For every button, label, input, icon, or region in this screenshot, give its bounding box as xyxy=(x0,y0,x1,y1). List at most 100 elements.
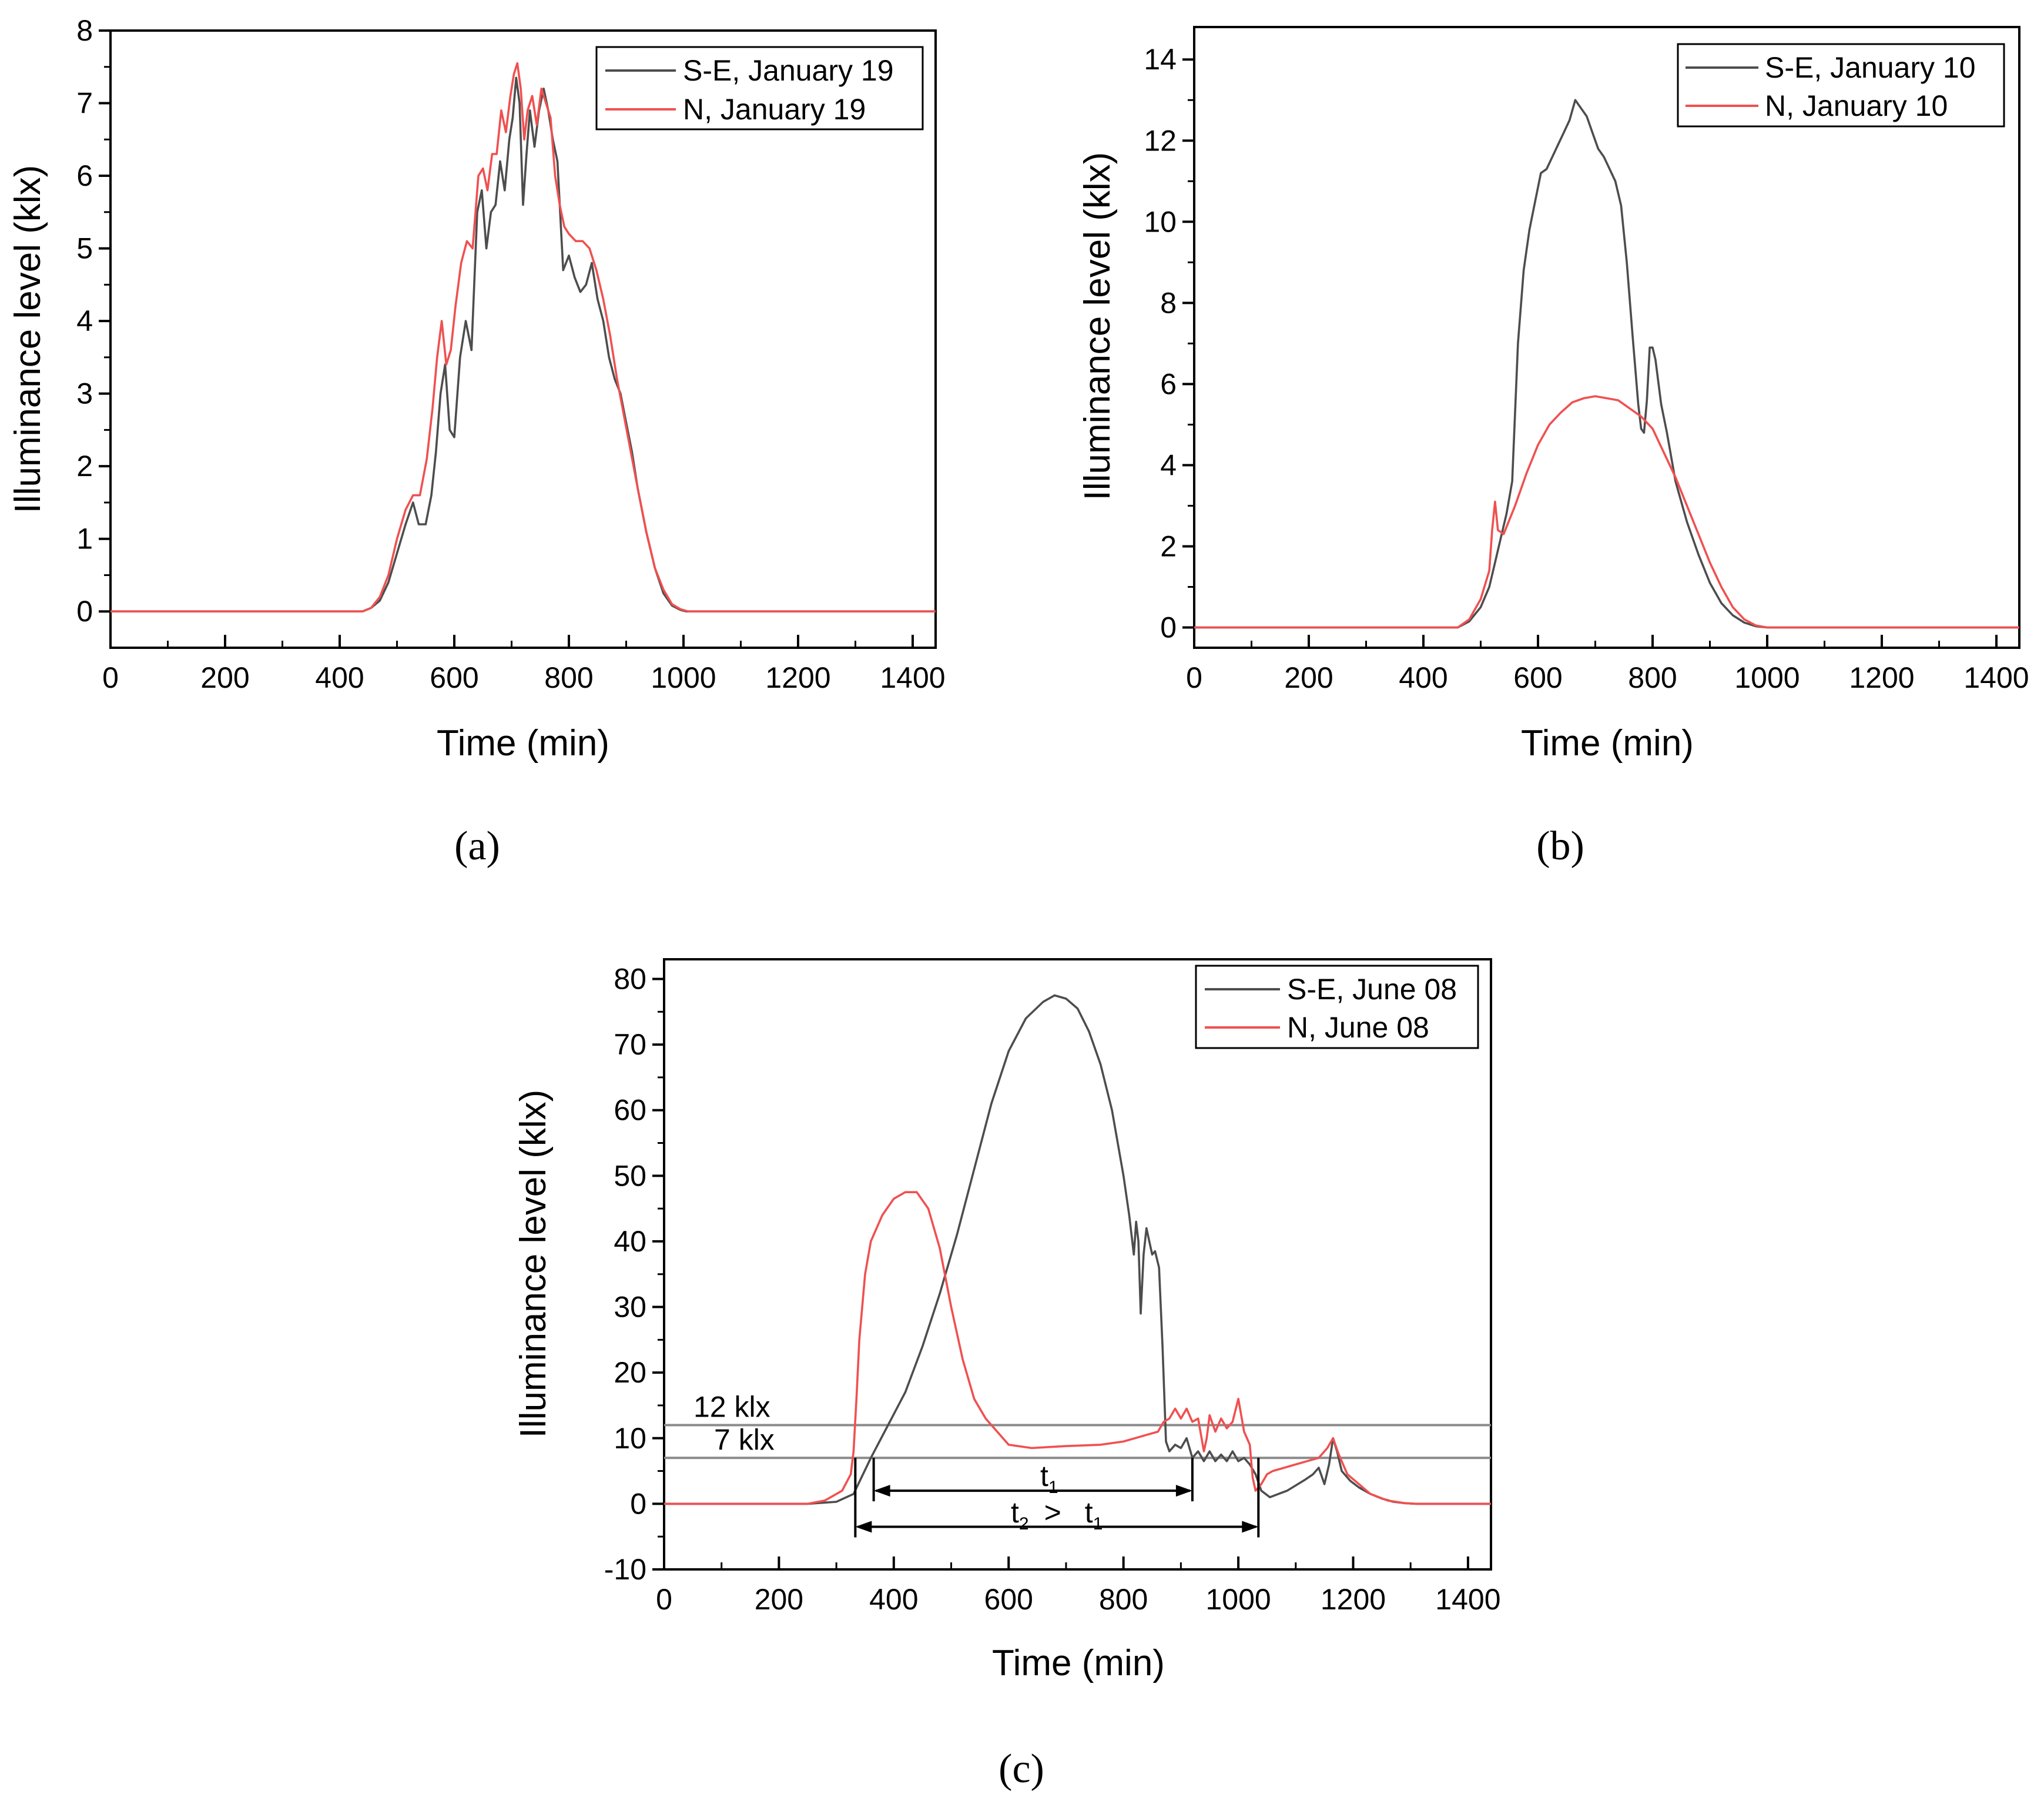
panel-b-plot-frame xyxy=(1193,26,2020,649)
panel-a-y-tick-label: 5 xyxy=(76,232,93,265)
panel-a-y-tick-label: 3 xyxy=(76,377,93,410)
panel-c-caption: (c) xyxy=(998,1746,1044,1792)
panel-a-x-tick-label: 1200 xyxy=(765,661,830,694)
panel-b-caption: (b) xyxy=(1536,823,1584,869)
panel-a-ticks: 0 200 400 600 800 1000 1200 1400 0 1 2 3 4 5 6 7 8 xyxy=(76,14,945,694)
panel-c-legend: S-E, June 08 N, June 08 xyxy=(1195,965,1479,1049)
panel-c-y-tick-label: -10 xyxy=(604,1553,646,1586)
panel-c-y-tick-label: 70 xyxy=(614,1028,646,1061)
panel-b: 0 200 400 600 800 1000 1200 1400 0 2 4 6 8 10 12 14 Ill… xyxy=(1077,26,2029,869)
panel-a-y-tick-label: 0 xyxy=(76,595,93,628)
panel-c-x-tick-label: 800 xyxy=(1099,1583,1148,1616)
t2-gt-sign: > xyxy=(1044,1496,1061,1529)
panel-a-plot-frame xyxy=(109,29,937,649)
panel-c-legend-label-se: S-E, June 08 xyxy=(1287,973,1457,1006)
panel-c-x-tick-label: 1400 xyxy=(1435,1583,1500,1616)
panel-c-y-tick-label: 0 xyxy=(630,1487,646,1520)
panel-a-series-n xyxy=(110,62,936,612)
panel-b-series-se xyxy=(1194,99,2019,629)
panel-c-x-tick-label: 0 xyxy=(656,1583,672,1616)
panel-b-legend-box xyxy=(1677,43,2005,128)
panel-c-y-tick-label: 20 xyxy=(614,1356,646,1389)
panel-b-x-tick-label: 600 xyxy=(1513,661,1562,694)
panel-b-y-tick-label: 12 xyxy=(1144,124,1177,157)
interval-t1-arrowhead-left xyxy=(873,1485,890,1497)
panel-b-x-tick-label: 800 xyxy=(1628,661,1677,694)
panel-a: 0 200 400 600 800 1000 1200 1400 0 1 2 3 4 5 6 7 8 Illum… xyxy=(8,14,946,869)
panel-c-y-tick-label: 10 xyxy=(614,1422,646,1455)
panel-c-y-tick-label: 80 xyxy=(614,962,646,995)
panel-a-x-axis-label: Time (min) xyxy=(437,723,609,764)
panel-c-ticks: 0 200 400 600 800 1000 1200 1400 -10 0 10 20 30 40 50 6… xyxy=(604,962,1501,1616)
panel-a-y-tick-label: 4 xyxy=(76,304,93,337)
panel-c-series-n xyxy=(664,1191,1491,1505)
panel-a-y-axis-label: Illuminance level (klx) xyxy=(8,165,48,514)
panel-c-intervals xyxy=(854,1458,1260,1538)
panel-c-x-axis-label: Time (min) xyxy=(992,1643,1165,1683)
panel-c-series xyxy=(664,994,1491,1505)
interval-t2-arrowhead-left xyxy=(855,1521,872,1533)
t2-rhs-letter: t xyxy=(1085,1496,1093,1529)
panel-a-caption: (a) xyxy=(454,823,500,869)
panel-a-y-tick-label: 1 xyxy=(76,523,93,555)
panel-b-x-tick-label: 1200 xyxy=(1849,661,1914,694)
panel-b-series-n xyxy=(1194,395,2019,629)
panel-a-legend-label-se: S-E, January 19 xyxy=(683,54,894,87)
panel-c-legend-box xyxy=(1195,965,1479,1049)
panel-b-y-tick-label: 14 xyxy=(1144,43,1177,76)
panel-b-series xyxy=(1194,99,2019,629)
panel-b-y-tick-label: 0 xyxy=(1160,611,1177,644)
panel-a-y-tick-label: 6 xyxy=(76,159,93,192)
t1-subscript: 1 xyxy=(1048,1478,1058,1497)
panel-b-y-tick-label: 4 xyxy=(1160,448,1177,481)
t1-label: t1 xyxy=(1040,1459,1058,1497)
panel-b-legend-label-se: S-E, January 10 xyxy=(1765,51,1976,84)
panel-a-legend: S-E, January 19 N, January 19 xyxy=(595,46,924,130)
panel-a-y-tick-label: 2 xyxy=(76,450,93,483)
panel-c-legend-label-n: N, June 08 xyxy=(1287,1011,1429,1044)
interval-t1-arrowhead-right xyxy=(1175,1485,1192,1497)
panel-b-y-tick-label: 6 xyxy=(1160,367,1177,400)
panel-b-x-tick-label: 0 xyxy=(1186,661,1202,694)
panel-a-x-tick-label: 600 xyxy=(430,661,478,694)
panel-c-series-se xyxy=(664,994,1491,1505)
panel-c-y-tick-label: 60 xyxy=(614,1094,646,1127)
panel-c-x-tick-label: 1200 xyxy=(1321,1583,1386,1616)
t1-letter: t xyxy=(1040,1459,1048,1492)
panel-b-y-tick-label: 2 xyxy=(1160,530,1177,563)
panel-a-legend-box xyxy=(595,46,924,130)
panel-c-plot-frame xyxy=(663,958,1492,1571)
reference-label-7-klx: 7 klx xyxy=(714,1423,775,1456)
panel-a-y-tick-label: 7 xyxy=(76,87,93,120)
t2-label: t2 > t1 xyxy=(1011,1496,1103,1534)
panel-b-x-tick-label: 1000 xyxy=(1734,661,1800,694)
panel-b-legend-label-n: N, January 10 xyxy=(1765,89,1948,122)
panel-a-x-tick-label: 800 xyxy=(544,661,593,694)
panel-a-x-tick-label: 400 xyxy=(315,661,364,694)
panel-a-x-tick-label: 1400 xyxy=(880,661,945,694)
panel-b-x-tick-label: 1400 xyxy=(1963,661,2029,694)
panel-c-x-tick-label: 400 xyxy=(869,1583,918,1616)
panel-a-x-tick-label: 0 xyxy=(102,661,119,694)
panel-a-legend-label-n: N, January 19 xyxy=(683,93,866,126)
panel-b-y-tick-label: 8 xyxy=(1160,286,1177,319)
panel-b-x-tick-label: 200 xyxy=(1284,661,1333,694)
panel-c-x-tick-label: 600 xyxy=(984,1583,1033,1616)
reference-label-12-klx: 12 klx xyxy=(693,1390,770,1423)
t2-rhs-subscript: 1 xyxy=(1093,1514,1103,1534)
panel-b-x-axis-label: Time (min) xyxy=(1521,723,1694,764)
panel-b-ticks: 0 200 400 600 800 1000 1200 1400 0 2 4 6 8 10 12 14 xyxy=(1144,43,2029,694)
panel-c-y-tick-label: 30 xyxy=(614,1291,646,1324)
panel-c-y-axis-label: Illuminance level (klx) xyxy=(513,1090,554,1438)
panel-a-x-tick-label: 1000 xyxy=(651,661,716,694)
panel-c-x-tick-label: 200 xyxy=(755,1583,803,1616)
t2-subscript: 2 xyxy=(1019,1514,1029,1534)
panel-b-y-axis-label: Illuminance level (klx) xyxy=(1077,152,1118,501)
panel-b-legend: S-E, January 10 N, January 10 xyxy=(1677,43,2005,128)
panel-b-x-tick-label: 400 xyxy=(1399,661,1447,694)
panel-c: 0 200 400 600 800 1000 1200 1400 -10 0 10 20 30 40 50 6… xyxy=(513,958,1501,1792)
panel-a-y-tick-label: 8 xyxy=(76,14,93,47)
panel-b-y-tick-label: 10 xyxy=(1144,205,1177,238)
